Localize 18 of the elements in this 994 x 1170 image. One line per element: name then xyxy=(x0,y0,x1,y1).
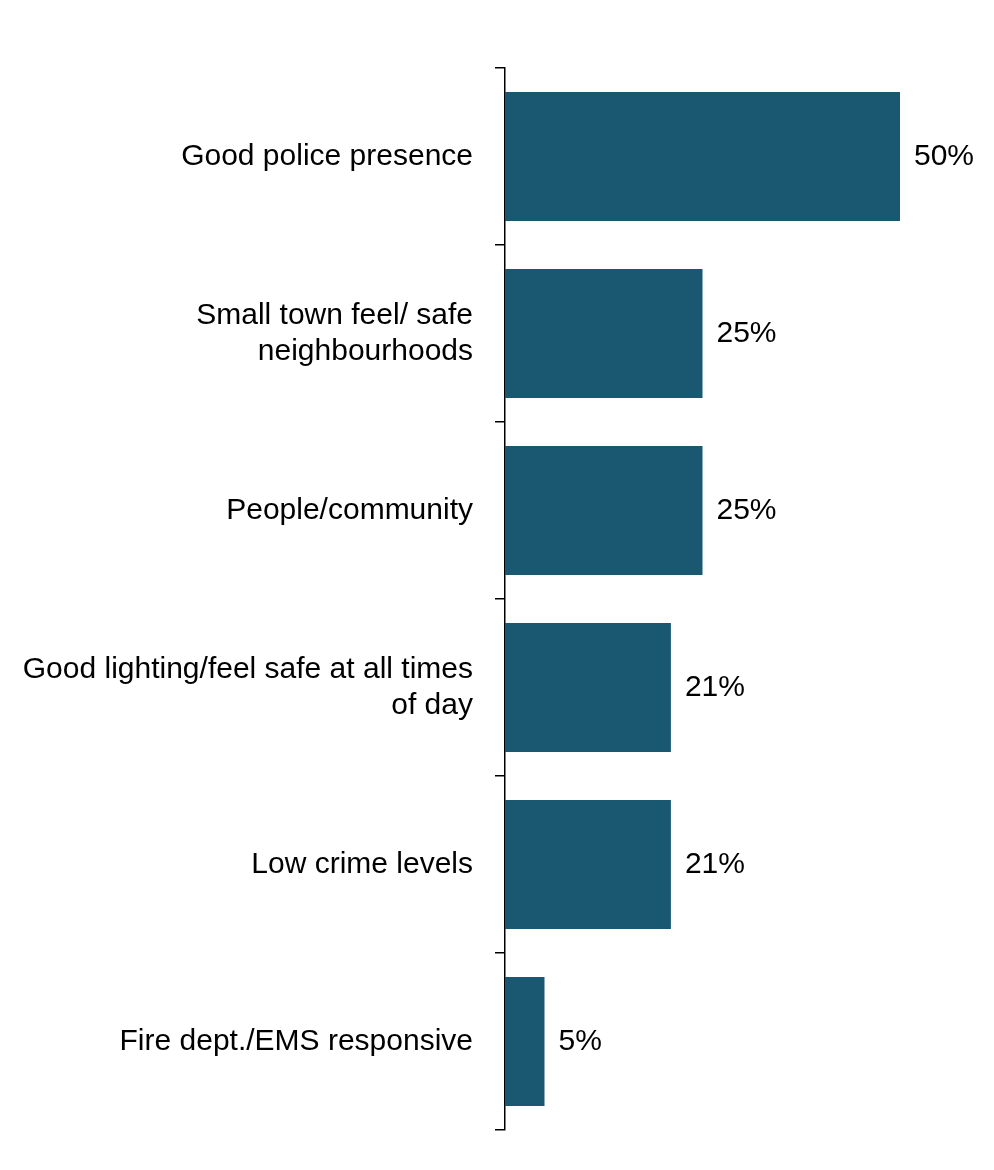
y-tick-label: Fire dept./EMS responsive xyxy=(119,1022,473,1056)
y-tick-label: People/community xyxy=(226,491,473,525)
y-tick-label: Good lighting/feel safe at all times of day xyxy=(22,650,473,720)
data-label: 21% xyxy=(684,668,745,702)
bar xyxy=(505,445,703,576)
data-label: 25% xyxy=(716,314,777,348)
data-label: 50% xyxy=(914,137,975,171)
bar xyxy=(505,799,671,930)
bar xyxy=(505,622,671,753)
data-label: 25% xyxy=(716,491,777,525)
y-tick-label: Low crime levels xyxy=(251,845,473,879)
bar xyxy=(505,268,703,399)
data-label: 21% xyxy=(684,845,745,879)
data-label: 5% xyxy=(558,1022,602,1056)
bar xyxy=(505,976,545,1107)
y-tick-label: Small town feel/ safe neighbourhoods xyxy=(196,296,473,366)
y-tick-label: Good police presence xyxy=(181,137,473,171)
bar xyxy=(505,91,900,222)
